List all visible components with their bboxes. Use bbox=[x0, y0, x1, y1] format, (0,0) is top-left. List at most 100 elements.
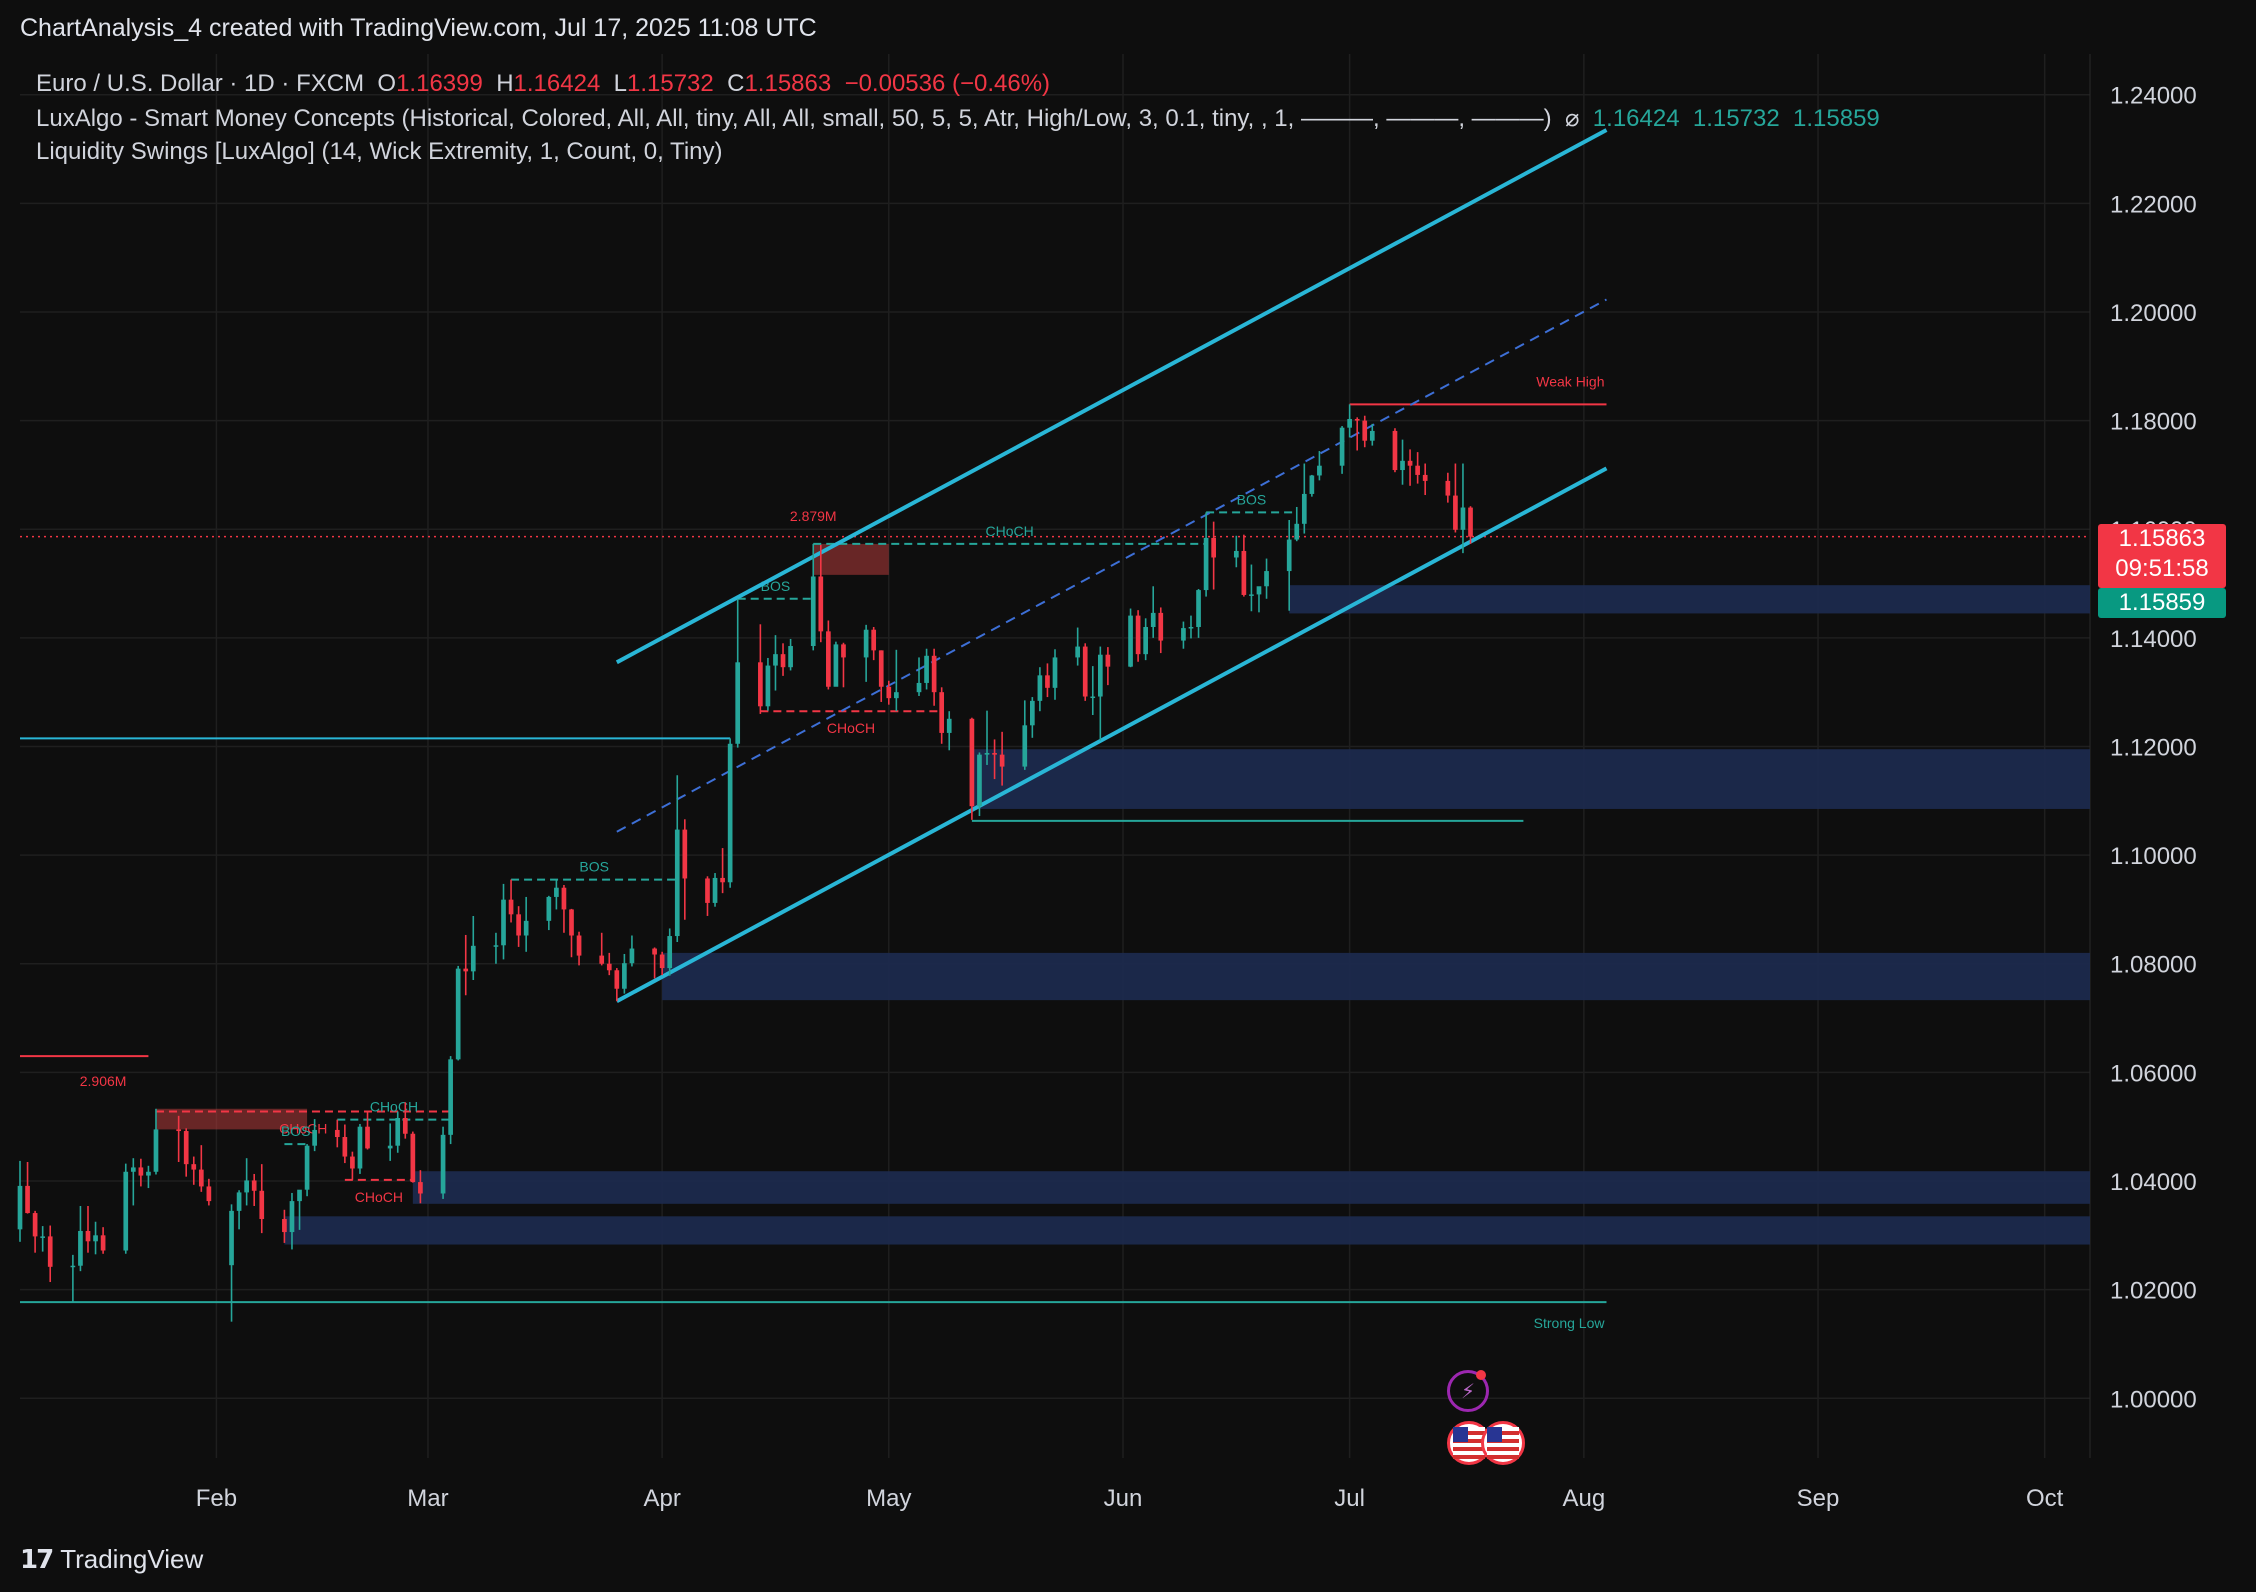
candle-body bbox=[418, 1182, 423, 1194]
candle-body bbox=[1422, 474, 1428, 481]
candle-body bbox=[1354, 418, 1360, 421]
chart-header-title: ChartAnalysis_4 created with TradingView… bbox=[20, 14, 817, 42]
candle-body bbox=[977, 754, 982, 807]
y-tick-label: 1.04000 bbox=[2110, 1169, 2197, 1196]
legend-indicator-smc[interactable]: LuxAlgo - Smart Money Concepts (Historic… bbox=[36, 104, 1880, 133]
candle-body bbox=[818, 576, 824, 632]
candle-body bbox=[282, 1219, 287, 1233]
x-tick-label: May bbox=[866, 1485, 911, 1512]
y-tick-label: 1.00000 bbox=[2110, 1386, 2197, 1413]
supply-block bbox=[155, 1108, 308, 1130]
indicator-value: 1.15859 bbox=[1793, 105, 1880, 132]
candle-body bbox=[727, 743, 733, 883]
candle-body bbox=[85, 1230, 91, 1242]
candle-body bbox=[780, 654, 786, 668]
open-value: 1.16399 bbox=[396, 70, 483, 97]
candle-body bbox=[493, 945, 499, 947]
candle-body bbox=[289, 1201, 295, 1233]
candle-body bbox=[992, 753, 997, 755]
candle-body bbox=[1400, 460, 1405, 471]
candle-body bbox=[614, 970, 620, 989]
candle-body bbox=[682, 829, 688, 879]
high-value: 1.16424 bbox=[513, 70, 601, 97]
indicator-liquidity-label[interactable]: Liquidity Swings [LuxAlgo] (14, Wick Ext… bbox=[36, 138, 723, 165]
candle-body bbox=[455, 968, 461, 1060]
x-tick-label: Jul bbox=[1334, 1485, 1365, 1512]
candle-body bbox=[206, 1186, 212, 1202]
tv-logo-icon: 17 bbox=[20, 1544, 54, 1575]
x-tick-label: Apr bbox=[643, 1485, 680, 1512]
y-tick-label: 1.12000 bbox=[2110, 734, 2197, 761]
candles bbox=[17, 404, 1473, 1322]
legend-symbol-row[interactable]: Euro / U.S. Dollar · 1D · FXCM O1.16399 … bbox=[36, 70, 1050, 98]
lightning-event-icon[interactable]: ⚡ bbox=[1447, 1370, 1489, 1412]
candle-body bbox=[652, 948, 657, 955]
candle-body bbox=[93, 1235, 98, 1242]
y-tick-label: 1.02000 bbox=[2110, 1278, 2197, 1305]
candle-body bbox=[599, 955, 605, 964]
price-channel bbox=[615, 128, 1608, 1003]
candle-body bbox=[100, 1235, 106, 1251]
close-label: C bbox=[727, 70, 745, 97]
candle-body bbox=[1445, 480, 1451, 496]
candle-body bbox=[508, 899, 514, 915]
candle-body bbox=[659, 954, 665, 969]
candle-body bbox=[146, 1171, 151, 1176]
candle-body bbox=[576, 935, 582, 956]
candle-body bbox=[1181, 628, 1186, 641]
channel-line bbox=[615, 466, 1608, 1003]
candle-body bbox=[1241, 550, 1247, 595]
tradingview-logo[interactable]: 17 TradingView bbox=[20, 1544, 203, 1575]
candle-body bbox=[1392, 430, 1398, 471]
levels: Weak High Strong Low bbox=[20, 373, 2090, 1331]
candle-body bbox=[191, 1164, 197, 1170]
candle-body bbox=[765, 665, 771, 707]
candle-body bbox=[1075, 646, 1081, 658]
candle-body bbox=[1188, 627, 1194, 629]
price-chart[interactable]: Weak High Strong Low BOS BOS CHoCH CHoCH BOS C… bbox=[0, 54, 2256, 1530]
liquidity-zones bbox=[155, 543, 2091, 1245]
candle-body bbox=[357, 1126, 363, 1169]
candle-body bbox=[810, 576, 816, 647]
candle-body bbox=[350, 1156, 355, 1169]
us-flag-event-icon[interactable] bbox=[1481, 1421, 1525, 1465]
x-axis[interactable]: Feb Mar Apr May Jun Jul Aug Sep Oct bbox=[196, 1485, 2064, 1512]
lightning-icon: ⚡ bbox=[1460, 1380, 1476, 1403]
candle-body bbox=[1105, 654, 1111, 667]
channel-line bbox=[615, 128, 1608, 665]
candle-body bbox=[123, 1171, 129, 1251]
legend-indicator-liquidity[interactable]: Liquidity Swings [LuxAlgo] (14, Wick Ext… bbox=[36, 138, 722, 166]
candle-body bbox=[1143, 627, 1148, 655]
structure-label: CHoCH bbox=[986, 523, 1034, 539]
y-tick-label: 1.14000 bbox=[2110, 626, 2197, 653]
candle-body bbox=[25, 1185, 30, 1214]
indicator-value: 1.16424 bbox=[1592, 105, 1680, 132]
candle-body bbox=[365, 1126, 370, 1149]
candle-body bbox=[667, 936, 673, 969]
candle-body bbox=[1158, 612, 1164, 641]
x-tick-label: Feb bbox=[196, 1485, 237, 1512]
candle-body bbox=[1211, 537, 1216, 558]
candle-body bbox=[1045, 675, 1050, 688]
candle-body bbox=[236, 1192, 242, 1211]
candle-body bbox=[304, 1145, 310, 1190]
indicator-smc-label[interactable]: LuxAlgo - Smart Money Concepts (Historic… bbox=[36, 105, 1552, 132]
liquidity-zone bbox=[412, 1171, 2091, 1204]
candle-body bbox=[410, 1133, 416, 1183]
candle-body bbox=[387, 1145, 393, 1149]
symbol-name[interactable]: Euro / U.S. Dollar · 1D · FXCM bbox=[36, 70, 365, 97]
y-tick-label: 1.06000 bbox=[2110, 1060, 2197, 1087]
notification-dot bbox=[1476, 1370, 1486, 1380]
candle-body bbox=[1082, 646, 1088, 697]
last-price: 1.15863 bbox=[2118, 525, 2206, 552]
candle-body bbox=[501, 899, 506, 946]
bottom-bar bbox=[0, 1530, 2256, 1592]
candle-body bbox=[244, 1180, 249, 1193]
structure-label: CHoCH bbox=[370, 1099, 418, 1115]
candle-body bbox=[1362, 420, 1368, 441]
candle-body bbox=[1249, 594, 1254, 596]
candle-body bbox=[1460, 507, 1466, 530]
low-label: L bbox=[613, 70, 627, 97]
candle-body bbox=[863, 629, 869, 658]
candle-body bbox=[931, 655, 937, 693]
